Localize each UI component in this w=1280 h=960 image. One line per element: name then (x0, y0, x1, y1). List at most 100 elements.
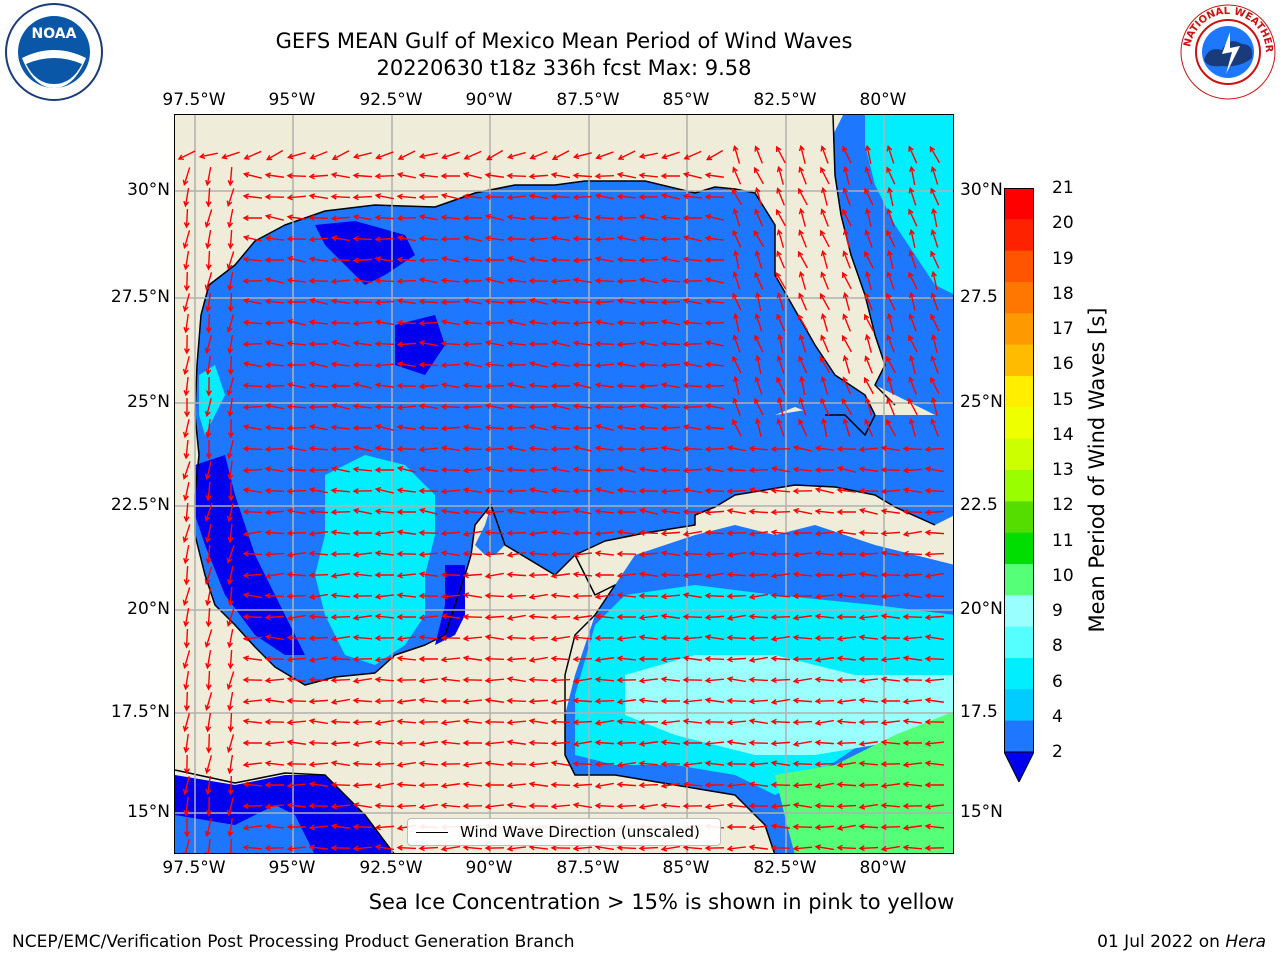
wind-wave-arrow (286, 340, 307, 347)
wind-wave-arrow (550, 781, 571, 788)
wind-wave-arrow (330, 339, 350, 347)
wind-wave-arrow (924, 466, 944, 473)
wind-wave-arrow (352, 172, 373, 179)
wind-wave-arrow (572, 802, 592, 809)
wind-wave-arrow (704, 740, 725, 747)
wind-wave-arrow (886, 229, 896, 248)
wind-wave-arrow (550, 339, 570, 347)
wind-wave-arrow (204, 755, 213, 775)
wind-wave-arrow (182, 356, 190, 376)
wind-wave-arrow (572, 614, 593, 621)
wind-wave-arrow (264, 256, 284, 264)
wind-wave-arrow (638, 782, 659, 789)
wind-wave-arrow (863, 376, 874, 395)
wind-wave-arrow (528, 572, 549, 579)
wind-wave-arrow (204, 461, 212, 481)
wind-wave-arrow (820, 249, 829, 269)
wind-wave-arrow (550, 635, 570, 642)
wind-wave-arrow (594, 486, 614, 494)
wind-wave-arrow (732, 271, 741, 290)
map-panel[interactable] (174, 114, 954, 854)
wind-wave-arrow (227, 838, 234, 853)
wind-wave-arrow (902, 508, 923, 515)
wind-wave-arrow (484, 340, 504, 347)
wind-wave-arrow (731, 187, 743, 206)
wind-wave-arrow (660, 593, 681, 600)
colorbar-segment (1004, 188, 1034, 220)
wind-wave-arrow (616, 278, 637, 285)
wind-wave-arrow (924, 551, 945, 558)
wind-wave-arrow (908, 145, 918, 164)
wind-wave-arrow (330, 193, 351, 200)
wind-wave-arrow (682, 698, 703, 705)
wind-wave-arrow (352, 508, 372, 515)
wind-wave-arrow (227, 712, 234, 733)
wind-wave-arrow (205, 733, 212, 754)
wind-wave-arrow (506, 255, 526, 263)
wind-wave-arrow (227, 482, 235, 502)
wind-wave-arrow (748, 824, 769, 831)
wind-wave-arrow (308, 424, 328, 431)
wind-wave-arrow (748, 508, 769, 515)
wind-wave-arrow (858, 592, 879, 599)
wind-wave-arrow (352, 298, 373, 305)
wind-wave-arrow (242, 424, 262, 431)
wind-wave-arrow (616, 572, 637, 579)
wind-wave-arrow (864, 355, 874, 374)
wind-wave-arrow (286, 614, 306, 621)
wind-wave-arrow (748, 530, 769, 537)
wind-wave-arrow (704, 298, 725, 305)
wind-wave-arrow (374, 173, 395, 180)
colorbar-segment (1004, 250, 1034, 283)
wind-wave-arrow (814, 466, 834, 474)
wind-wave-arrow (242, 467, 263, 474)
wind-wave-arrow (732, 229, 742, 248)
wind-wave-arrow (484, 298, 505, 305)
wind-wave-arrow (930, 292, 939, 311)
wind-wave-arrow (836, 677, 857, 684)
wind-wave-arrow (886, 208, 895, 227)
wind-wave-arrow (660, 319, 680, 326)
wind-wave-arrow (858, 719, 879, 726)
wind-wave-arrow (836, 445, 857, 452)
wind-wave-arrow (374, 761, 395, 768)
wind-wave-arrow (798, 270, 807, 290)
wind-wave-arrow (440, 488, 461, 495)
wind-wave-arrow (683, 150, 702, 160)
wind-wave-arrow (242, 635, 263, 642)
wind-wave-arrow (682, 781, 703, 788)
wind-wave-arrow (661, 151, 680, 160)
wind-wave-arrow (484, 172, 505, 179)
wind-wave-arrow (836, 508, 856, 516)
wind-wave-arrow (463, 150, 482, 160)
wind-wave-arrow (308, 236, 329, 243)
wind-wave-arrow (704, 509, 725, 516)
wind-wave-arrow (594, 802, 615, 809)
wind-wave-arrow (594, 550, 615, 557)
wind-wave-arrow (440, 362, 461, 369)
wind-wave-arrow (484, 276, 504, 284)
wind-wave-arrow (396, 613, 416, 621)
wind-wave-arrow (638, 571, 659, 578)
wind-wave-arrow (572, 257, 593, 264)
wind-wave-arrow (594, 508, 615, 515)
wind-wave-arrow (754, 417, 762, 437)
wind-wave-arrow (418, 571, 439, 578)
wind-wave-arrow (572, 740, 592, 747)
wind-wave-arrow (902, 467, 923, 474)
wind-wave-arrow (286, 214, 307, 221)
wind-wave-arrow (286, 403, 307, 410)
wind-wave-arrow (924, 509, 945, 516)
wind-wave-arrow (726, 445, 746, 452)
wind-wave-arrow (374, 214, 395, 221)
wind-wave-arrow (572, 361, 593, 368)
wind-wave-arrow (418, 257, 439, 264)
wind-wave-arrow (886, 271, 895, 290)
wind-wave-arrow (286, 571, 307, 578)
wind-wave-arrow (748, 467, 769, 474)
wind-wave-arrow (462, 445, 483, 452)
wind-wave-arrow (227, 586, 234, 607)
wind-wave-arrow (616, 172, 636, 179)
colorbar-tick-label: 2 (1052, 742, 1063, 762)
wind-wave-arrow (528, 277, 549, 284)
